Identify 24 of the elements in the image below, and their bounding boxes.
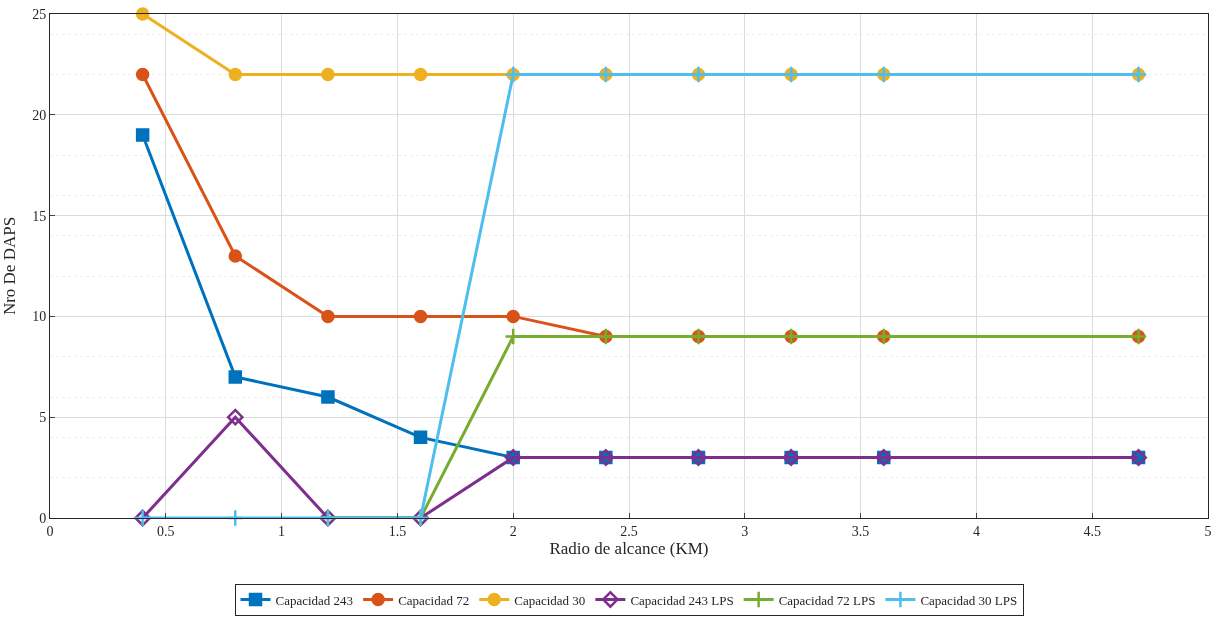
legend-label: Capacidad 243 LPS	[630, 592, 734, 608]
y-tick-label: 10	[32, 309, 47, 325]
legend-label: Capacidad 72	[398, 592, 470, 608]
x-axis-title: Radio de alcance (KM)	[549, 539, 709, 559]
x-tick-label: 1.5	[388, 523, 407, 539]
legend-label: Capacidad 243	[275, 592, 354, 608]
x-tick-label: 3.5	[851, 523, 870, 539]
y-tick-label: 5	[39, 410, 47, 426]
y-tick-label: 25	[32, 6, 47, 22]
x-tick-label: 4	[972, 523, 980, 539]
x-tick-label: 3	[741, 523, 749, 539]
x-tick-label: 2	[509, 523, 517, 539]
x-tick-label: 4.5	[1083, 523, 1101, 539]
legend-label: Capacidad 72 LPS	[778, 592, 876, 608]
y-tick-label: 0	[39, 510, 47, 526]
x-tick-label: 0.5	[157, 523, 175, 539]
legend-label: Capacidad 30	[514, 592, 586, 608]
x-tick-label: 2.5	[620, 523, 638, 539]
legend-label: Capacidad 30 LPS	[920, 592, 1018, 608]
y-tick-label: 20	[32, 107, 47, 123]
x-tick-label: 5	[1204, 523, 1212, 539]
y-tick-label: 15	[32, 208, 47, 224]
y-axis-title: Nro De DAPS	[0, 216, 19, 316]
x-tick-label: 1	[278, 523, 286, 539]
